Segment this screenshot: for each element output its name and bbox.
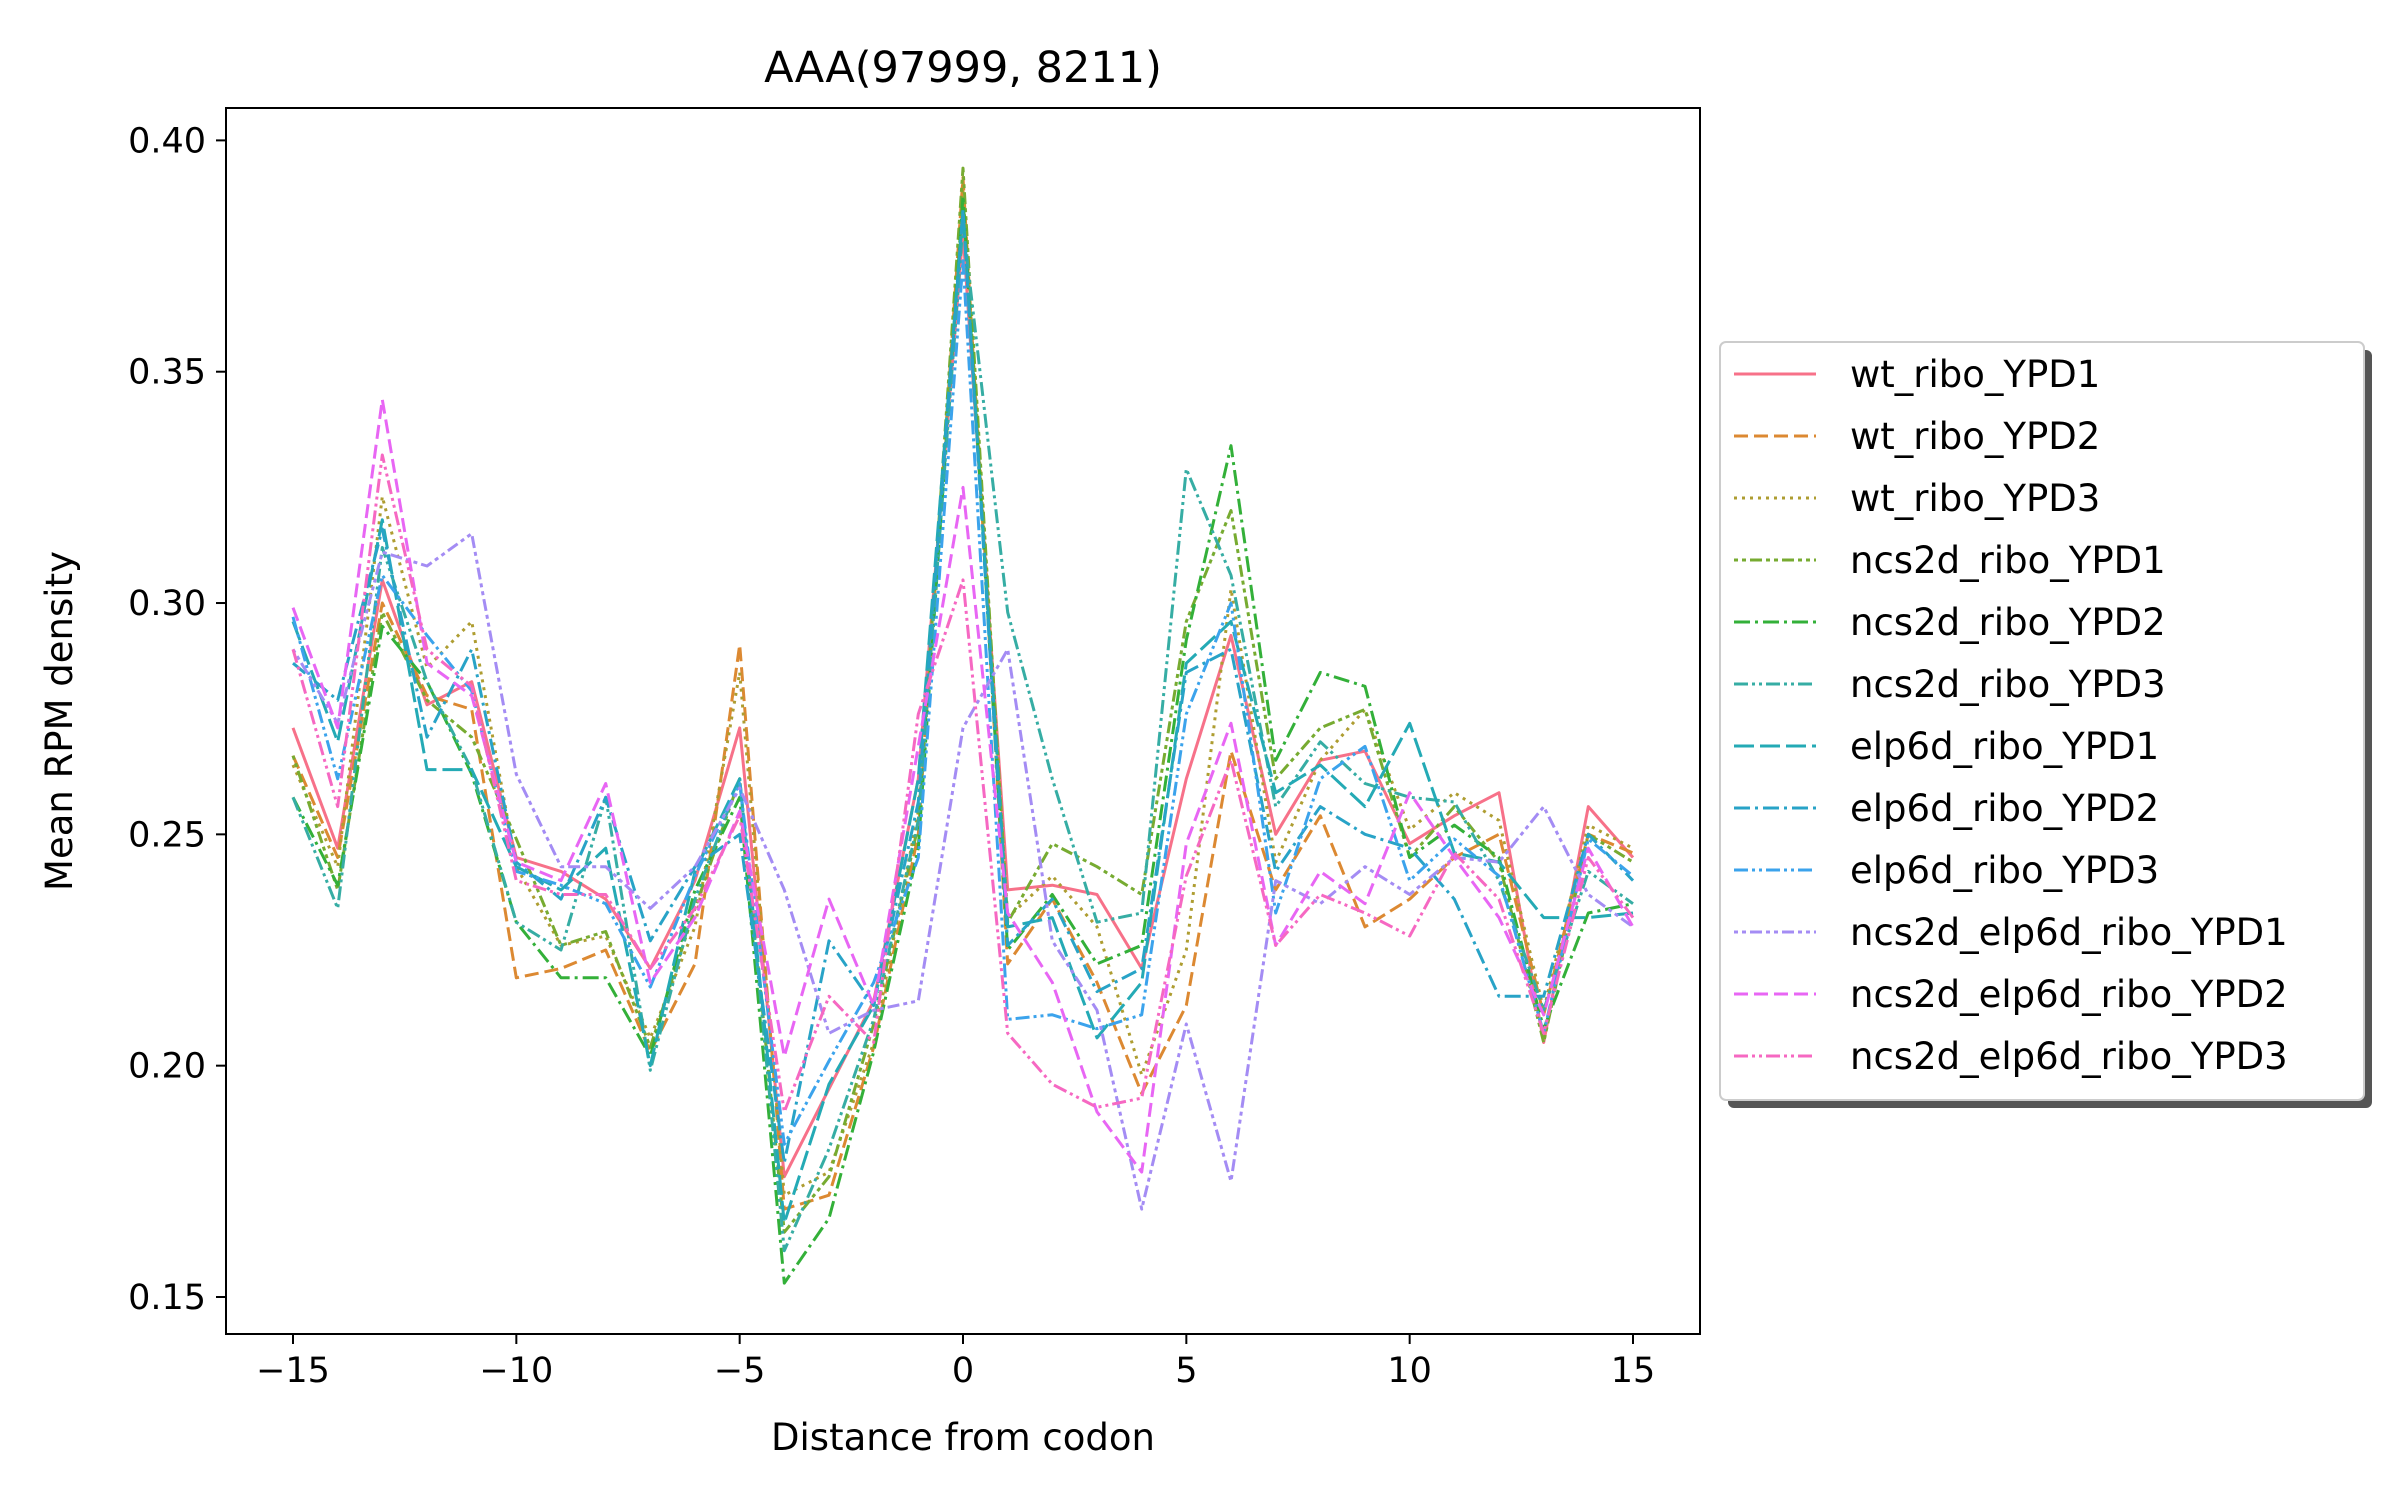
x-tick-label: −15 [256,1351,330,1391]
legend-label: elp6d_ribo_YPD2 [1850,787,2159,830]
series-line-8 [292,208,1635,1165]
y-tick-label: 0.20 [128,1047,206,1087]
x-tick-label: 15 [1611,1351,1656,1391]
x-tick-label: −10 [479,1351,553,1391]
series-line-9 [291,259,1634,1146]
legend-label: ncs2d_ribo_YPD1 [1850,539,2166,582]
x-axis-label: Distance from codon [771,1416,1155,1459]
legend-label: ncs2d_elp6d_ribo_YPD3 [1850,1035,2288,1078]
legend-label: wt_ribo_YPD1 [1850,353,2100,396]
series-line-12 [291,453,1635,1114]
series-line-3 [291,189,1634,1197]
legend-label: elp6d_ribo_YPD1 [1850,725,2159,768]
legend-label: ncs2d_ribo_YPD2 [1850,601,2166,644]
x-tick-label: −5 [714,1351,766,1391]
x-axis: −15 −10 −5 0 5 10 15 [256,1334,1655,1391]
y-tick-label: 0.30 [128,584,206,624]
plot-lines [291,166,1635,1285]
y-tick-label: 0.15 [128,1278,206,1318]
x-tick-label: 5 [1175,1351,1197,1391]
series-line-10 [291,532,1634,1211]
series-line-11 [291,398,1635,1174]
x-tick-label: 0 [952,1351,974,1391]
legend-label: ncs2d_ribo_YPD3 [1850,663,2166,706]
legend-label: ncs2d_elp6d_ribo_YPD2 [1850,973,2288,1016]
x-tick-label: 10 [1387,1351,1432,1391]
y-axis-label: Mean RPM density [38,551,81,891]
legend-label: elp6d_ribo_YPD3 [1850,849,2159,892]
series-line-7 [291,208,1634,1225]
y-tick-label: 0.25 [128,815,206,855]
legend-label: wt_ribo_YPD2 [1850,415,2100,458]
legend-label: wt_ribo_YPD3 [1850,477,2100,520]
y-tick-label: 0.35 [128,353,206,393]
legend-box [1719,341,2365,1101]
chart-title: AAA(97999, 8211) [764,43,1162,93]
legend: wt_ribo_YPD1 wt_ribo_YPD2 wt_ribo_YPD3 ncs2… [1719,341,2372,1108]
legend-label: ncs2d_elp6d_ribo_YPD1 [1850,911,2288,954]
y-axis: 0.15 0.20 0.25 0.30 0.35 0.40 [128,121,226,1318]
y-tick-label: 0.40 [128,121,206,161]
